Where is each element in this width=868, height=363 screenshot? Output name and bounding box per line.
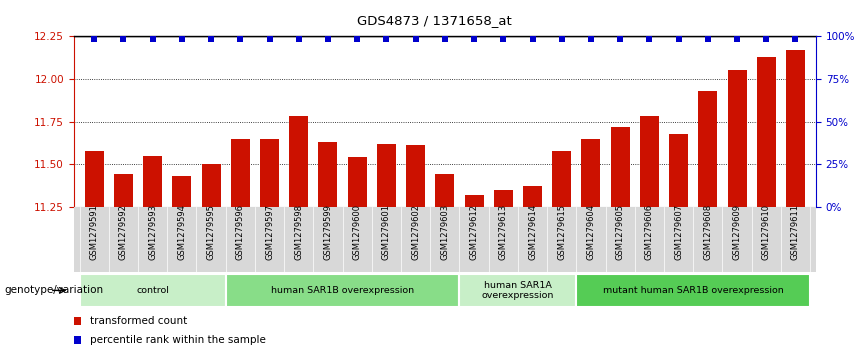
Text: transformed count: transformed count (90, 316, 187, 326)
Bar (436, 175, 454, 207)
Bar (143, 156, 162, 207)
Bar (576, 274, 810, 307)
Bar (348, 158, 366, 207)
Bar (231, 139, 250, 207)
Bar (114, 175, 133, 207)
Text: control: control (136, 286, 169, 295)
Bar (494, 190, 513, 207)
Bar (757, 57, 776, 207)
Text: human SAR1B overexpression: human SAR1B overexpression (271, 286, 414, 295)
Bar (699, 91, 717, 207)
Bar (85, 151, 104, 207)
Text: percentile rank within the sample: percentile rank within the sample (90, 335, 266, 345)
Text: GDS4873 / 1371658_at: GDS4873 / 1371658_at (357, 15, 511, 28)
Bar (201, 164, 220, 207)
Bar (406, 146, 425, 207)
Bar (582, 139, 601, 207)
Bar (640, 117, 659, 207)
Bar (173, 176, 191, 207)
Text: mutant human SAR1B overexpression: mutant human SAR1B overexpression (603, 286, 784, 295)
Bar (289, 117, 308, 207)
Bar (669, 134, 688, 207)
Text: human SAR1A
overexpression: human SAR1A overexpression (482, 281, 554, 300)
Bar (459, 274, 576, 307)
Text: genotype/variation: genotype/variation (4, 285, 103, 295)
Bar (319, 142, 338, 207)
Bar (727, 70, 746, 207)
Bar (80, 274, 226, 307)
Bar (552, 151, 571, 207)
Bar (260, 139, 279, 207)
Bar (377, 144, 396, 207)
Bar (611, 127, 629, 207)
Bar (464, 195, 483, 207)
Bar (523, 187, 542, 207)
Bar (226, 274, 459, 307)
Bar (786, 50, 805, 207)
